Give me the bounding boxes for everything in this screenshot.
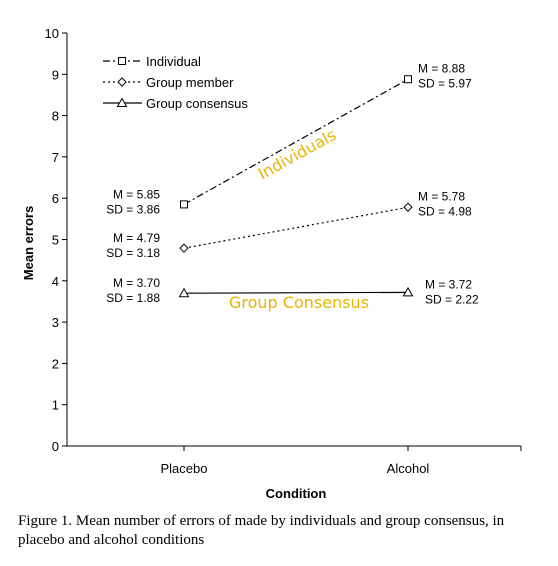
legend-label-group-member: Group member	[146, 75, 234, 90]
data-point-group-consensus	[402, 286, 414, 297]
series-group	[178, 75, 414, 298]
x-tick-label: Placebo	[161, 461, 208, 476]
data-label-mean: M = 4.79	[113, 231, 160, 245]
y-tick-label: 7	[52, 150, 59, 165]
series-line-group-consensus	[183, 291, 409, 294]
legend: Individual Group member Group consensus	[103, 54, 248, 111]
y-tick-label: 8	[52, 109, 59, 124]
y-tick-label: 5	[52, 233, 59, 248]
y-tick-label: 10	[45, 26, 59, 41]
series-line-group-member	[183, 206, 409, 249]
data-label-sd: SD = 3.18	[106, 246, 160, 260]
data-label-sd: SD = 1.88	[106, 291, 160, 305]
data-label-sd: SD = 2.22	[425, 292, 479, 306]
data-label-mean: M = 8.88	[418, 61, 465, 75]
figure-caption: Figure 1. Mean number of errors of made …	[18, 513, 505, 548]
data-point-group-member	[179, 243, 189, 253]
x-tick-label: Alcohol	[387, 461, 430, 476]
legend-label-group-consensus: Group consensus	[146, 96, 248, 111]
y-tick-label: 1	[52, 398, 59, 413]
y-tick-label: 6	[52, 191, 59, 206]
data-point-group-consensus	[178, 287, 190, 298]
y-tick-label: 4	[52, 274, 59, 289]
y-tick-label: 9	[52, 67, 59, 82]
x-axis-label: Condition	[266, 486, 327, 501]
data-label-mean: M = 3.70	[113, 276, 160, 290]
legend-marker-group-consensus	[116, 97, 128, 107]
data-point-group-member	[403, 202, 413, 212]
y-tick-label: 3	[52, 315, 59, 330]
data-point-individual	[180, 200, 188, 209]
annotation-group-consensus: Group Consensus	[229, 293, 369, 312]
y-axis-label: Mean errors	[21, 206, 36, 280]
x-axis-ticks: Placebo Alcohol	[161, 446, 430, 476]
series-line-individual	[183, 78, 409, 205]
data-label-mean: M = 5.85	[113, 187, 160, 201]
data-label-sd: SD = 3.86	[106, 202, 160, 216]
legend-label-individual: Individual	[146, 54, 201, 69]
y-tick-label: 2	[52, 356, 59, 371]
y-axis-ticks: 0 1 2 3 4 5 6 7 8 9 10	[45, 26, 67, 454]
data-point-individual	[404, 75, 412, 84]
data-label-mean: M = 5.78	[418, 189, 465, 203]
data-label-sd: SD = 4.98	[418, 204, 472, 218]
data-label-mean: M = 3.72	[425, 277, 472, 291]
annotation-individuals: Individuals	[255, 125, 340, 183]
y-tick-label: 0	[52, 439, 59, 454]
data-label-sd: SD = 5.97	[418, 76, 472, 90]
legend-marker-group-member	[117, 77, 127, 87]
legend-marker-individual	[118, 57, 126, 65]
